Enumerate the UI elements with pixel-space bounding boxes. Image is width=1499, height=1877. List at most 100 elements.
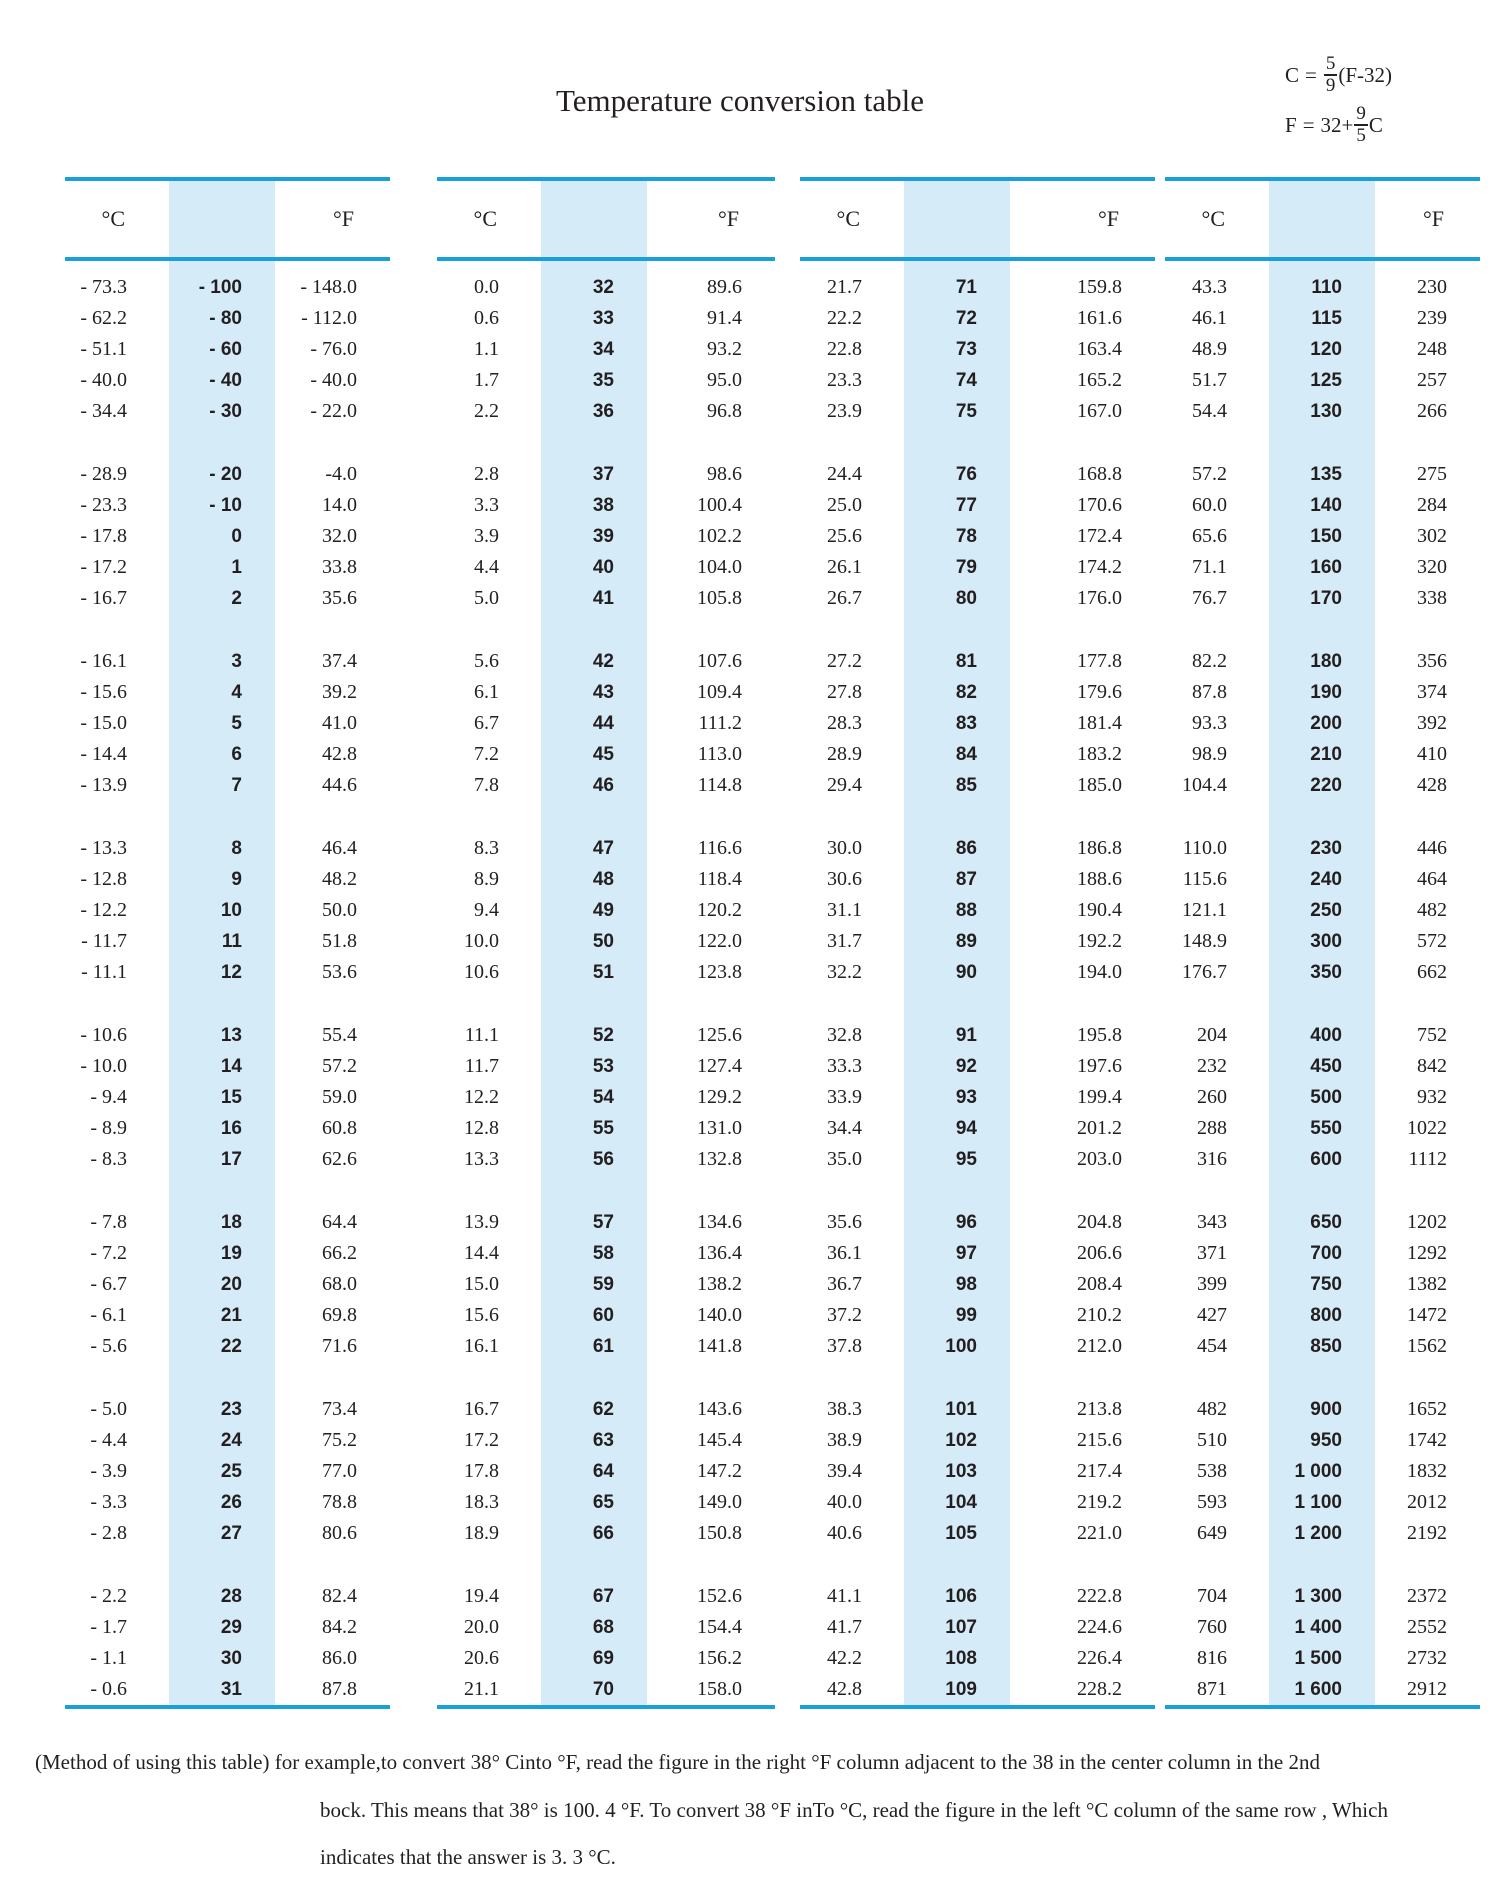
table-row: 23.3 74 165.2 bbox=[800, 365, 1155, 396]
cell-celsius: 115.6 bbox=[1182, 868, 1227, 890]
cell-middle: 97 bbox=[955, 1243, 977, 1264]
table-row: - 3.3 26 78.8 bbox=[65, 1487, 390, 1518]
cell-celsius: 46.1 bbox=[1192, 307, 1227, 329]
row-block: 41.1 106 222.8 41.7 107 224.6 42.2 108 226.4 42.8… bbox=[800, 1581, 1155, 1705]
cell-celsius: - 17.8 bbox=[80, 525, 127, 547]
cell-fahrenheit: 2552 bbox=[1407, 1616, 1447, 1638]
cell-celsius: 18.3 bbox=[464, 1491, 499, 1513]
table-row: - 9.4 15 59.0 bbox=[65, 1082, 390, 1113]
top-rule bbox=[800, 177, 1155, 181]
table-row: 23.9 75 167.0 bbox=[800, 396, 1155, 427]
cell-middle: 56 bbox=[592, 1149, 614, 1170]
table-row: 29.4 85 185.0 bbox=[800, 770, 1155, 801]
top-rule bbox=[65, 177, 390, 181]
cell-celsius: 18.9 bbox=[464, 1522, 499, 1544]
row-block: 11.1 52 125.6 11.7 53 127.4 12.2 54 129.2 12.8 55 1… bbox=[437, 1020, 775, 1175]
cell-middle: 76 bbox=[955, 464, 977, 485]
cell-celsius: 5.0 bbox=[474, 587, 499, 609]
row-block: 13.9 57 134.6 14.4 58 136.4 15.0 59 138.2 15.6 60 1… bbox=[437, 1207, 775, 1362]
table-row: 510 950 1742 bbox=[1165, 1425, 1480, 1456]
cell-celsius: 15.0 bbox=[464, 1273, 499, 1295]
cell-celsius: 36.7 bbox=[827, 1273, 862, 1295]
table-row: - 6.7 20 68.0 bbox=[65, 1269, 390, 1300]
cell-middle: 86 bbox=[955, 838, 977, 859]
cell-fahrenheit: 662 bbox=[1417, 961, 1447, 983]
table-row: 25.0 77 170.6 bbox=[800, 490, 1155, 521]
cell-middle: 13 bbox=[220, 1025, 242, 1046]
table-row: 32.2 90 194.0 bbox=[800, 957, 1155, 988]
table-row: - 16.1 3 37.4 bbox=[65, 646, 390, 677]
row-block: 0.0 32 89.6 0.6 33 91.4 1.1 34 93.2 1.7 35 95.0 2.2 3… bbox=[437, 272, 775, 427]
cell-celsius: 48.9 bbox=[1192, 338, 1227, 360]
table-row: - 5.0 23 73.4 bbox=[65, 1394, 390, 1425]
row-block: 204 400 752 232 450 842 260 500 932 288 550 1022 316… bbox=[1165, 1020, 1480, 1175]
cell-fahrenheit: 93.2 bbox=[707, 338, 742, 360]
cell-celsius: 23.3 bbox=[827, 369, 862, 391]
table-row: 24.4 76 168.8 bbox=[800, 459, 1155, 490]
cell-fahrenheit: 87.8 bbox=[322, 1678, 357, 1700]
top-rule bbox=[1165, 177, 1480, 181]
cell-fahrenheit: 203.0 bbox=[1077, 1148, 1122, 1170]
cell-fahrenheit: 2912 bbox=[1407, 1678, 1447, 1700]
cell-celsius: 7.2 bbox=[474, 743, 499, 765]
table-row: 6.7 44 111.2 bbox=[437, 708, 775, 739]
cell-middle: 92 bbox=[955, 1056, 977, 1077]
footer-method-line-3: indicates that the answer is 3. 3 °C. bbox=[320, 1845, 616, 1869]
cell-celsius: 60.0 bbox=[1192, 494, 1227, 516]
cell-fahrenheit: 75.2 bbox=[322, 1429, 357, 1451]
cell-middle: - 100 bbox=[198, 277, 242, 298]
table-row: 5.0 41 105.8 bbox=[437, 583, 775, 614]
cell-fahrenheit: 186.8 bbox=[1077, 837, 1122, 859]
cell-middle: 49 bbox=[592, 900, 614, 921]
cell-celsius: - 7.2 bbox=[90, 1242, 127, 1264]
formula-prefix: 32+ bbox=[1320, 112, 1354, 137]
cell-fahrenheit: 96.8 bbox=[707, 400, 742, 422]
cell-middle: 21 bbox=[220, 1305, 242, 1326]
table-row: 121.1 250 482 bbox=[1165, 895, 1480, 926]
table-row: 37.2 99 210.2 bbox=[800, 1300, 1155, 1331]
table-row: 25.6 78 172.4 bbox=[800, 521, 1155, 552]
cell-fahrenheit: 195.8 bbox=[1077, 1024, 1122, 1046]
table-row: 28.9 84 183.2 bbox=[800, 739, 1155, 770]
cell-celsius: 71.1 bbox=[1192, 556, 1227, 578]
table-row: 26.1 79 174.2 bbox=[800, 552, 1155, 583]
cell-middle: 130 bbox=[1310, 401, 1342, 422]
cell-fahrenheit: 14.0 bbox=[322, 494, 357, 516]
table-row: 10.6 51 123.8 bbox=[437, 957, 775, 988]
cell-celsius: 871 bbox=[1197, 1678, 1227, 1700]
cell-fahrenheit: 257 bbox=[1417, 369, 1447, 391]
cell-celsius: 1.7 bbox=[474, 369, 499, 391]
cell-fahrenheit: 77.0 bbox=[322, 1460, 357, 1482]
cell-celsius: 13.9 bbox=[464, 1211, 499, 1233]
table-row: 16.7 62 143.6 bbox=[437, 1394, 775, 1425]
cell-fahrenheit: 138.2 bbox=[697, 1273, 742, 1295]
cell-middle: 220 bbox=[1310, 775, 1342, 796]
table-row: 26.7 80 176.0 bbox=[800, 583, 1155, 614]
cell-middle: 210 bbox=[1310, 744, 1342, 765]
cell-middle: 26 bbox=[220, 1492, 242, 1513]
table-row: 871 1 600 2912 bbox=[1165, 1674, 1480, 1705]
table-row: 46.1 115 239 bbox=[1165, 303, 1480, 334]
cell-fahrenheit: 183.2 bbox=[1077, 743, 1122, 765]
cell-middle: 47 bbox=[592, 838, 614, 859]
cell-celsius: 22.2 bbox=[827, 307, 862, 329]
cell-middle: - 60 bbox=[209, 339, 242, 360]
table-row: 30.0 86 186.8 bbox=[800, 833, 1155, 864]
row-block: 35.6 96 204.8 36.1 97 206.6 36.7 98 208.4 37.2 99 2… bbox=[800, 1207, 1155, 1362]
cell-middle: 36 bbox=[592, 401, 614, 422]
group-rows: 21.7 71 159.8 22.2 72 161.6 22.8 73 163.4 23.3 74 1… bbox=[800, 272, 1155, 1705]
cell-celsius: 538 bbox=[1197, 1460, 1227, 1482]
cell-fahrenheit: 95.0 bbox=[707, 369, 742, 391]
table-row: 35.0 95 203.0 bbox=[800, 1144, 1155, 1175]
table-row: - 17.2 1 33.8 bbox=[65, 552, 390, 583]
cell-fahrenheit: 154.4 bbox=[697, 1616, 742, 1638]
highlight-band bbox=[1269, 181, 1375, 1705]
conversion-formulas: C = 5 9 (F-32) F = 32+ 9 5 C bbox=[1285, 50, 1392, 150]
cell-fahrenheit: 109.4 bbox=[697, 681, 742, 703]
cell-fahrenheit: 120.2 bbox=[697, 899, 742, 921]
cell-fahrenheit: 230 bbox=[1417, 276, 1447, 298]
table-row: - 73.3 - 100 - 148.0 bbox=[65, 272, 390, 303]
cell-middle: 93 bbox=[955, 1087, 977, 1108]
cell-celsius: 25.6 bbox=[827, 525, 862, 547]
cell-middle: 30 bbox=[220, 1648, 242, 1669]
